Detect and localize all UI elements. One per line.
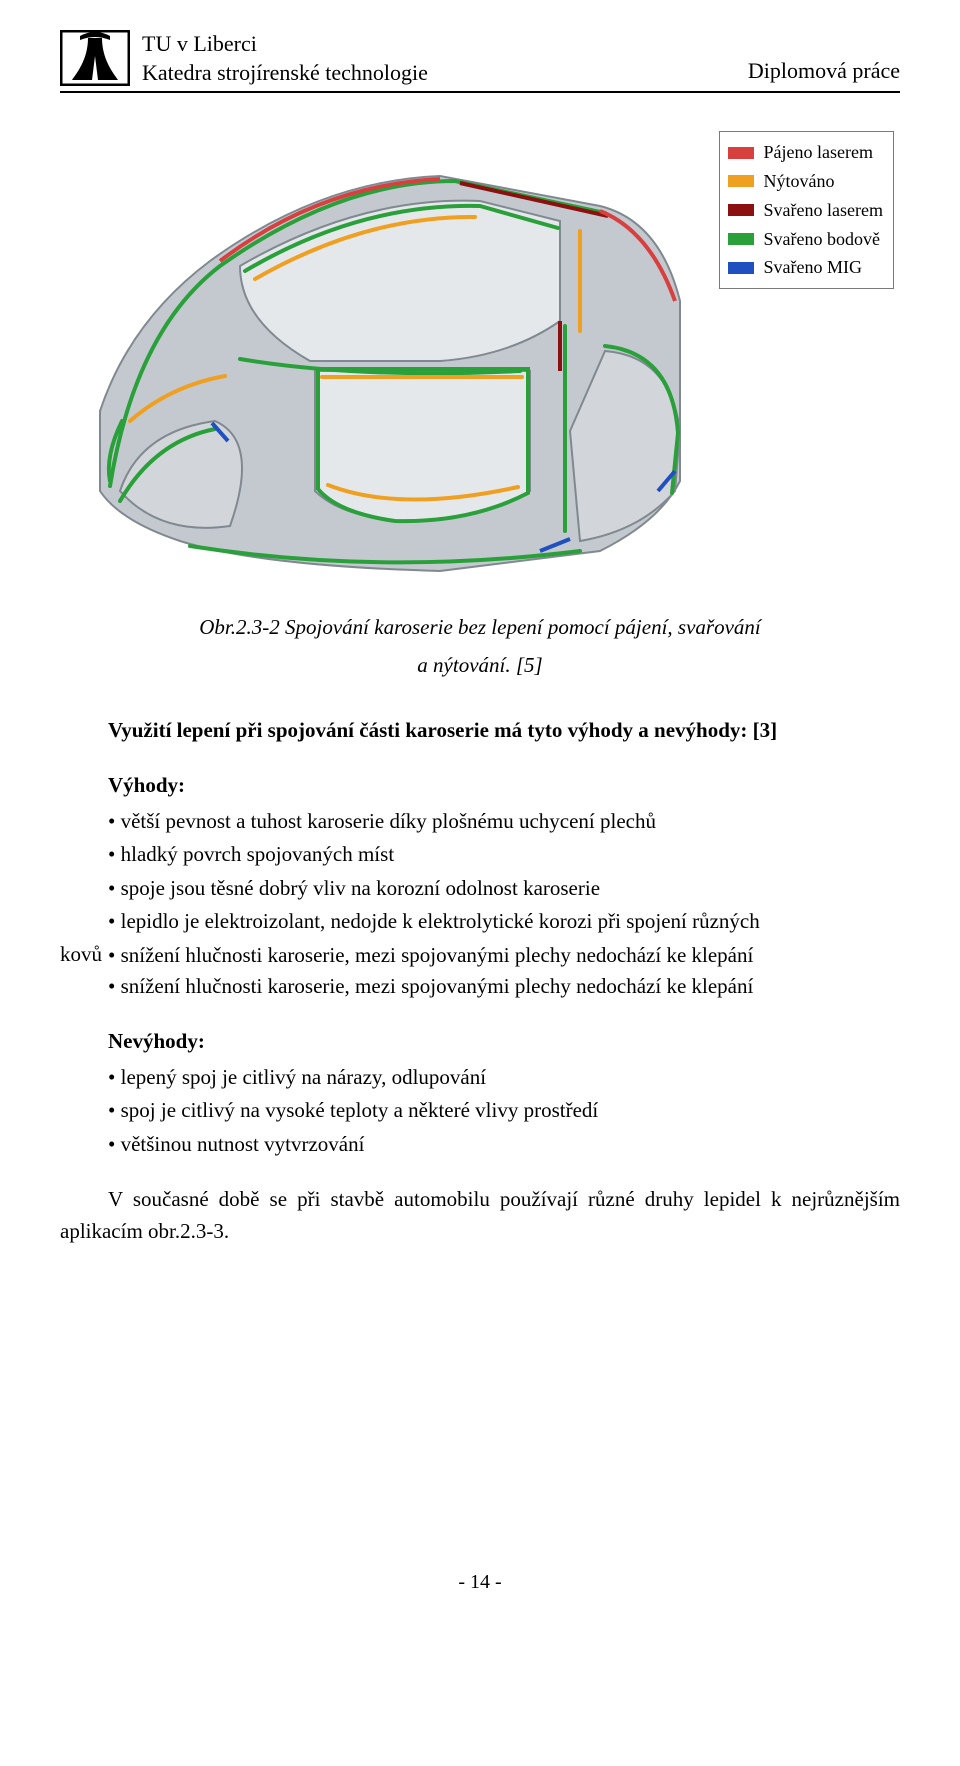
page-header: TU v Liberci Katedra strojírenské techno…	[60, 30, 900, 93]
disadvantages-list: lepený spoj je citlivý na nárazy, odlupo…	[60, 1062, 900, 1161]
legend-swatch	[728, 147, 754, 159]
page-number: - 14 -	[60, 1567, 900, 1597]
university-logo	[60, 30, 142, 86]
figure-car-body: Pájeno laserem Nýtováno Svařeno laserem …	[60, 121, 900, 591]
legend-swatch	[728, 175, 754, 187]
document-type: Diplomová práce	[748, 54, 900, 87]
list-item: spoj je citlivý na vysoké teploty a někt…	[108, 1095, 900, 1127]
legend-item: Nýtováno	[728, 167, 883, 196]
legend-item: Pájeno laserem	[728, 138, 883, 167]
list-item: lepidlo je elektroizolant, nedojde k ele…	[108, 906, 900, 938]
legend-item: Svařeno MIG	[728, 253, 883, 282]
legend-label: Svařeno bodově	[764, 225, 880, 254]
legend-swatch	[728, 204, 754, 216]
legend-item: Svařeno laserem	[728, 196, 883, 225]
list-item: • snížení hlučnosti karoserie, mezi spoj…	[108, 971, 900, 1003]
closing-paragraph: V současné době se při stavbě automobilu…	[60, 1184, 900, 1247]
legend-label: Nýtováno	[764, 167, 835, 196]
list-item: spoje jsou těsné dobrý vliv na korozní o…	[108, 873, 900, 905]
department-name: Katedra strojírenské technologie	[142, 59, 428, 88]
advantages-title: Výhody:	[60, 770, 900, 802]
list-item: většinou nutnost vytvrzování	[108, 1129, 900, 1161]
legend-label: Svařeno MIG	[764, 253, 862, 282]
list-item: větší pevnost a tuhost karoserie díky pl…	[108, 806, 900, 838]
legend-label: Pájeno laserem	[764, 138, 873, 167]
legend-label: Svařeno laserem	[764, 196, 883, 225]
university-name: TU v Liberci	[142, 30, 428, 59]
disadvantages-title: Nevýhody:	[60, 1026, 900, 1058]
wrap-outdent-word: kovů	[60, 942, 102, 966]
legend-item: Svařeno bodově	[728, 225, 883, 254]
figure-legend: Pájeno laserem Nýtováno Svařeno laserem …	[719, 131, 894, 289]
legend-swatch	[728, 233, 754, 245]
intro-paragraph: Využití lepení při spojování části karos…	[60, 715, 900, 747]
list-item: hladký povrch spojovaných míst	[108, 839, 900, 871]
legend-swatch	[728, 262, 754, 274]
disadvantages-block: Nevýhody: lepený spoj je citlivý na nára…	[60, 1026, 900, 1160]
figure-caption: Obr.2.3-2 Spojování karoserie bez lepení…	[60, 609, 900, 685]
list-item: lepený spoj je citlivý na nárazy, odlupo…	[108, 1062, 900, 1094]
